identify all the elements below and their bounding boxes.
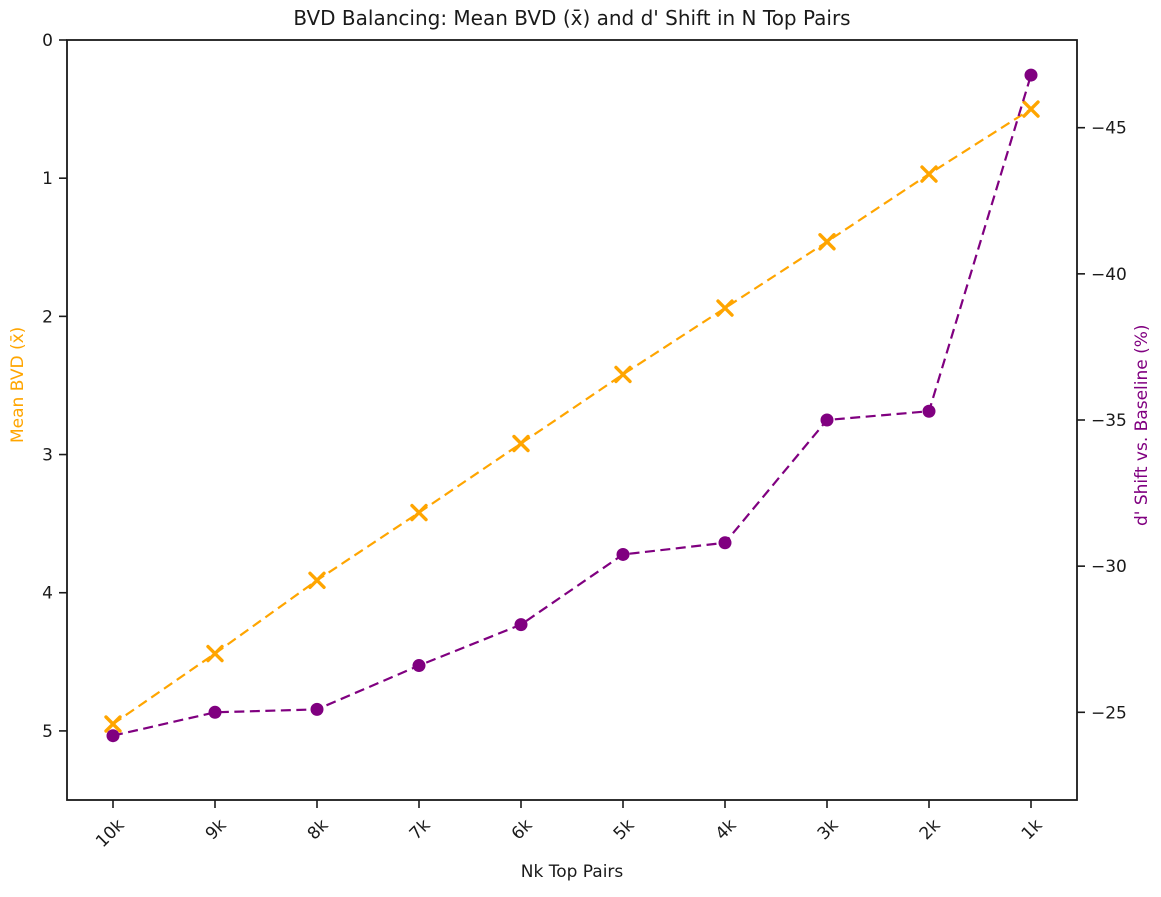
data-point-x [716, 299, 734, 317]
left-tick-label: 3 [42, 446, 53, 466]
x-tick-label: 8k [304, 815, 333, 844]
x-tick-label: 6k [508, 815, 537, 844]
x-tick-label: 2k [916, 815, 945, 844]
x-tick-label: 3k [814, 815, 843, 844]
data-point-circle [820, 413, 834, 427]
data-point-x [818, 233, 836, 251]
data-point-x [308, 571, 326, 589]
left-tick-label: 5 [42, 722, 53, 742]
data-point-circle [310, 702, 324, 716]
left-tick-label: 4 [42, 584, 53, 604]
left-tick-label: 2 [42, 307, 53, 327]
x-tick-label: 5k [610, 815, 639, 844]
right-tick-label: −30 [1091, 557, 1127, 577]
right-tick-label: −45 [1091, 119, 1127, 139]
data-point-x [614, 365, 632, 384]
data-point-circle [514, 618, 528, 632]
right-tick-label: −25 [1091, 703, 1127, 723]
data-point-circle [922, 404, 936, 418]
data-point-x [410, 503, 428, 522]
data-point-x [206, 644, 224, 663]
x-tick-label: 4k [712, 815, 741, 844]
data-point-circle [718, 536, 732, 550]
data-point-x [512, 434, 530, 453]
data-point-x [1022, 100, 1040, 118]
axes-spines [66, 39, 1078, 801]
x-tick-label: 1k [1018, 815, 1047, 844]
x-axis-label: Nk Top Pairs [520, 862, 624, 882]
left-tick-label: 1 [42, 169, 53, 189]
data-point-x [104, 715, 122, 733]
data-point-circle [1024, 68, 1038, 82]
data-point-circle [616, 547, 630, 561]
data-point-circle [412, 659, 426, 673]
x-tick-label: 9k [202, 815, 231, 844]
series-line-left [112, 108, 1032, 725]
chart-title: BVD Balancing: Mean BVD (x̄) and d' Shif… [293, 6, 851, 30]
data-point-x [920, 165, 938, 183]
left-tick-label: 0 [42, 31, 53, 51]
right-tick-label: −40 [1091, 265, 1127, 285]
data-point-circle [106, 729, 120, 743]
x-tick-label: 10k [92, 815, 129, 852]
data-point-circle [208, 705, 222, 719]
x-tick-label: 7k [406, 815, 435, 844]
right-tick-label: −35 [1091, 411, 1127, 431]
series-line-right [112, 74, 1033, 737]
